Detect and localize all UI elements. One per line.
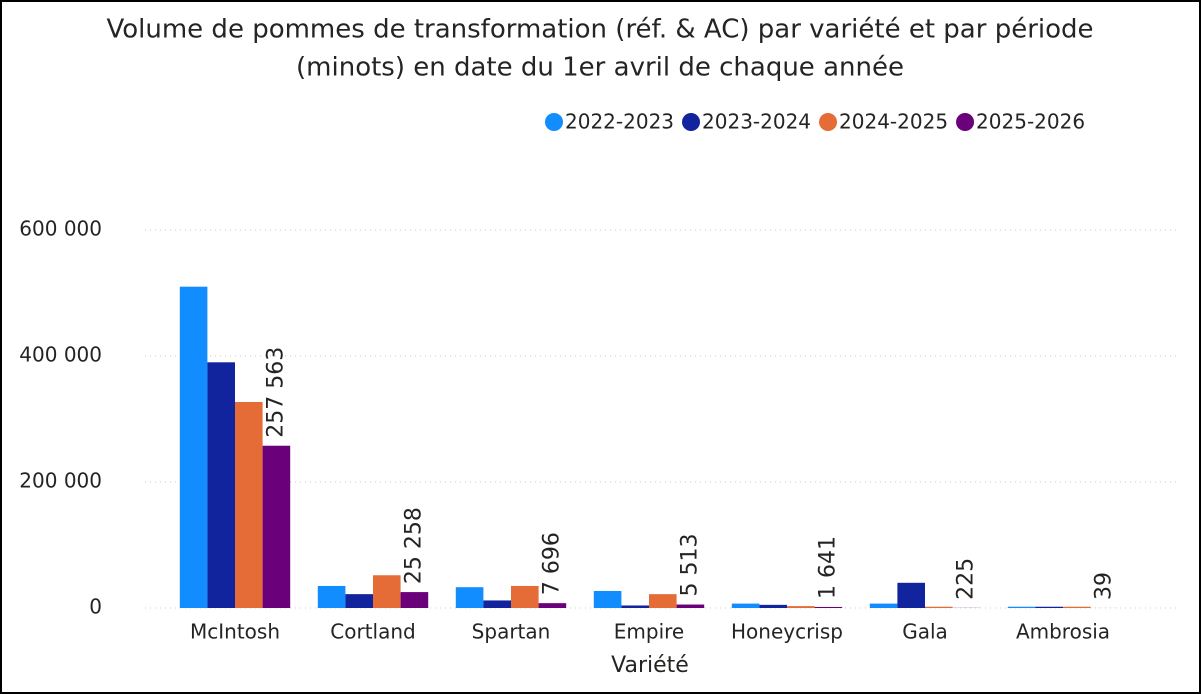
- x-tick-label: Ambrosia: [1016, 620, 1110, 644]
- data-label: 5 513: [677, 534, 702, 597]
- bar: [1063, 606, 1091, 608]
- legend-swatch: [819, 113, 838, 131]
- chart-title: Volume de pommes de transformation (réf.…: [106, 15, 1093, 45]
- data-label: 1 641: [815, 536, 840, 599]
- legend-swatch: [682, 113, 701, 131]
- bar: [649, 594, 677, 608]
- bar: [869, 603, 898, 608]
- bar: [317, 585, 346, 608]
- bar: [759, 604, 787, 608]
- legend-swatch: [956, 113, 975, 131]
- y-tick-label: 600 000: [19, 217, 102, 241]
- data-label: 257 563: [263, 347, 288, 438]
- bar: [925, 606, 953, 608]
- bar: [676, 604, 705, 608]
- bar: [621, 605, 649, 608]
- bar: [814, 606, 843, 608]
- bar: [400, 592, 429, 608]
- bar: [179, 286, 208, 608]
- legend-swatch: [545, 113, 563, 131]
- x-tick-label: Gala: [902, 620, 948, 644]
- bar: [455, 587, 484, 608]
- bar: [511, 585, 539, 608]
- x-tick-label: Spartan: [472, 620, 551, 644]
- legend-label: 2022-2023: [565, 110, 674, 134]
- y-tick-label: 400 000: [19, 343, 102, 367]
- bar: [1035, 606, 1063, 608]
- chart-title: (minots) en date du 1er avril de chaque …: [296, 53, 904, 83]
- x-tick-label: Cortland: [330, 620, 415, 644]
- bar: [593, 590, 622, 608]
- bar: [731, 603, 760, 608]
- legend-label: 2023-2024: [702, 110, 811, 134]
- bar: [897, 582, 925, 608]
- y-tick-label: 200 000: [19, 469, 102, 493]
- legend-label: 2024-2025: [839, 110, 948, 134]
- x-tick-label: Empire: [614, 620, 684, 644]
- data-label: 39: [1091, 572, 1116, 600]
- data-label: 7 696: [539, 532, 564, 595]
- bar: [345, 594, 373, 608]
- data-label: 25 258: [401, 507, 426, 584]
- y-tick-label: 0: [89, 595, 102, 619]
- bar: [235, 401, 263, 608]
- x-tick-label: Honeycrisp: [731, 620, 843, 644]
- bar: [483, 600, 511, 608]
- bar: [538, 603, 567, 608]
- legend-label: 2025-2026: [976, 110, 1085, 134]
- x-axis-title: Variété: [611, 653, 689, 678]
- bar: [262, 445, 291, 608]
- bar: [207, 362, 235, 608]
- x-tick-label: McIntosh: [190, 620, 280, 644]
- bar: [787, 606, 815, 608]
- data-label: 225: [953, 558, 978, 600]
- bar: [373, 575, 401, 608]
- bar: [1007, 606, 1036, 608]
